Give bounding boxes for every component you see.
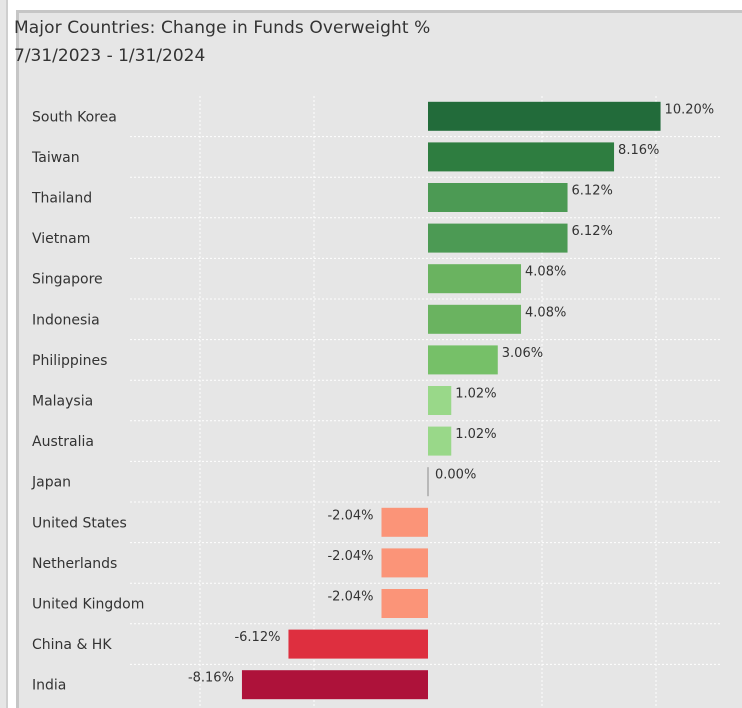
data-label: -8.16% [188, 671, 234, 686]
data-label: 6.12% [572, 184, 613, 199]
category-label: United Kingdom [32, 597, 144, 613]
bar [428, 183, 568, 212]
data-label: -2.04% [327, 549, 373, 564]
bar [428, 264, 522, 294]
bar [241, 670, 428, 700]
bar [381, 548, 428, 578]
bar [381, 589, 428, 618]
chart-subtitle: 7/31/2023 - 1/31/2024 [14, 46, 206, 66]
bar [428, 426, 452, 456]
data-label: -2.04% [327, 590, 373, 605]
chart-title: Major Countries: Change in Funds Overwei… [14, 18, 431, 38]
category-label: Indonesia [32, 312, 100, 328]
category-label: Australia [32, 434, 94, 450]
data-label: 8.16% [618, 143, 659, 158]
data-label: 4.08% [525, 305, 566, 320]
bar [428, 386, 452, 415]
data-label: 0.00% [435, 468, 476, 483]
category-label: Taiwan [31, 150, 80, 166]
data-label: -2.04% [327, 508, 373, 523]
data-label: 1.02% [455, 387, 496, 402]
bar [428, 304, 522, 334]
category-label: Philippines [32, 353, 107, 369]
bar [428, 345, 498, 375]
category-label: South Korea [32, 109, 117, 125]
bar [288, 629, 428, 659]
data-label: 6.12% [572, 224, 613, 239]
bar [427, 467, 429, 497]
data-label: 4.08% [525, 265, 566, 280]
data-label: 1.02% [455, 427, 496, 442]
data-label: 3.06% [502, 346, 543, 361]
category-label: Malaysia [32, 394, 93, 410]
data-label: -6.12% [234, 630, 280, 645]
category-label: Singapore [32, 272, 103, 288]
data-label: 10.20% [665, 102, 715, 117]
left-panel-edge [0, 0, 8, 708]
category-label: United States [32, 515, 127, 531]
bar [428, 142, 615, 172]
category-label: Netherlands [32, 556, 117, 572]
bar [428, 223, 568, 253]
category-label: Vietnam [32, 231, 90, 247]
bar [428, 101, 661, 131]
category-label: Thailand [31, 191, 92, 207]
category-label: China & HK [32, 637, 112, 653]
category-label: Japan [31, 475, 71, 491]
bar [381, 507, 428, 537]
category-label: India [32, 678, 66, 694]
